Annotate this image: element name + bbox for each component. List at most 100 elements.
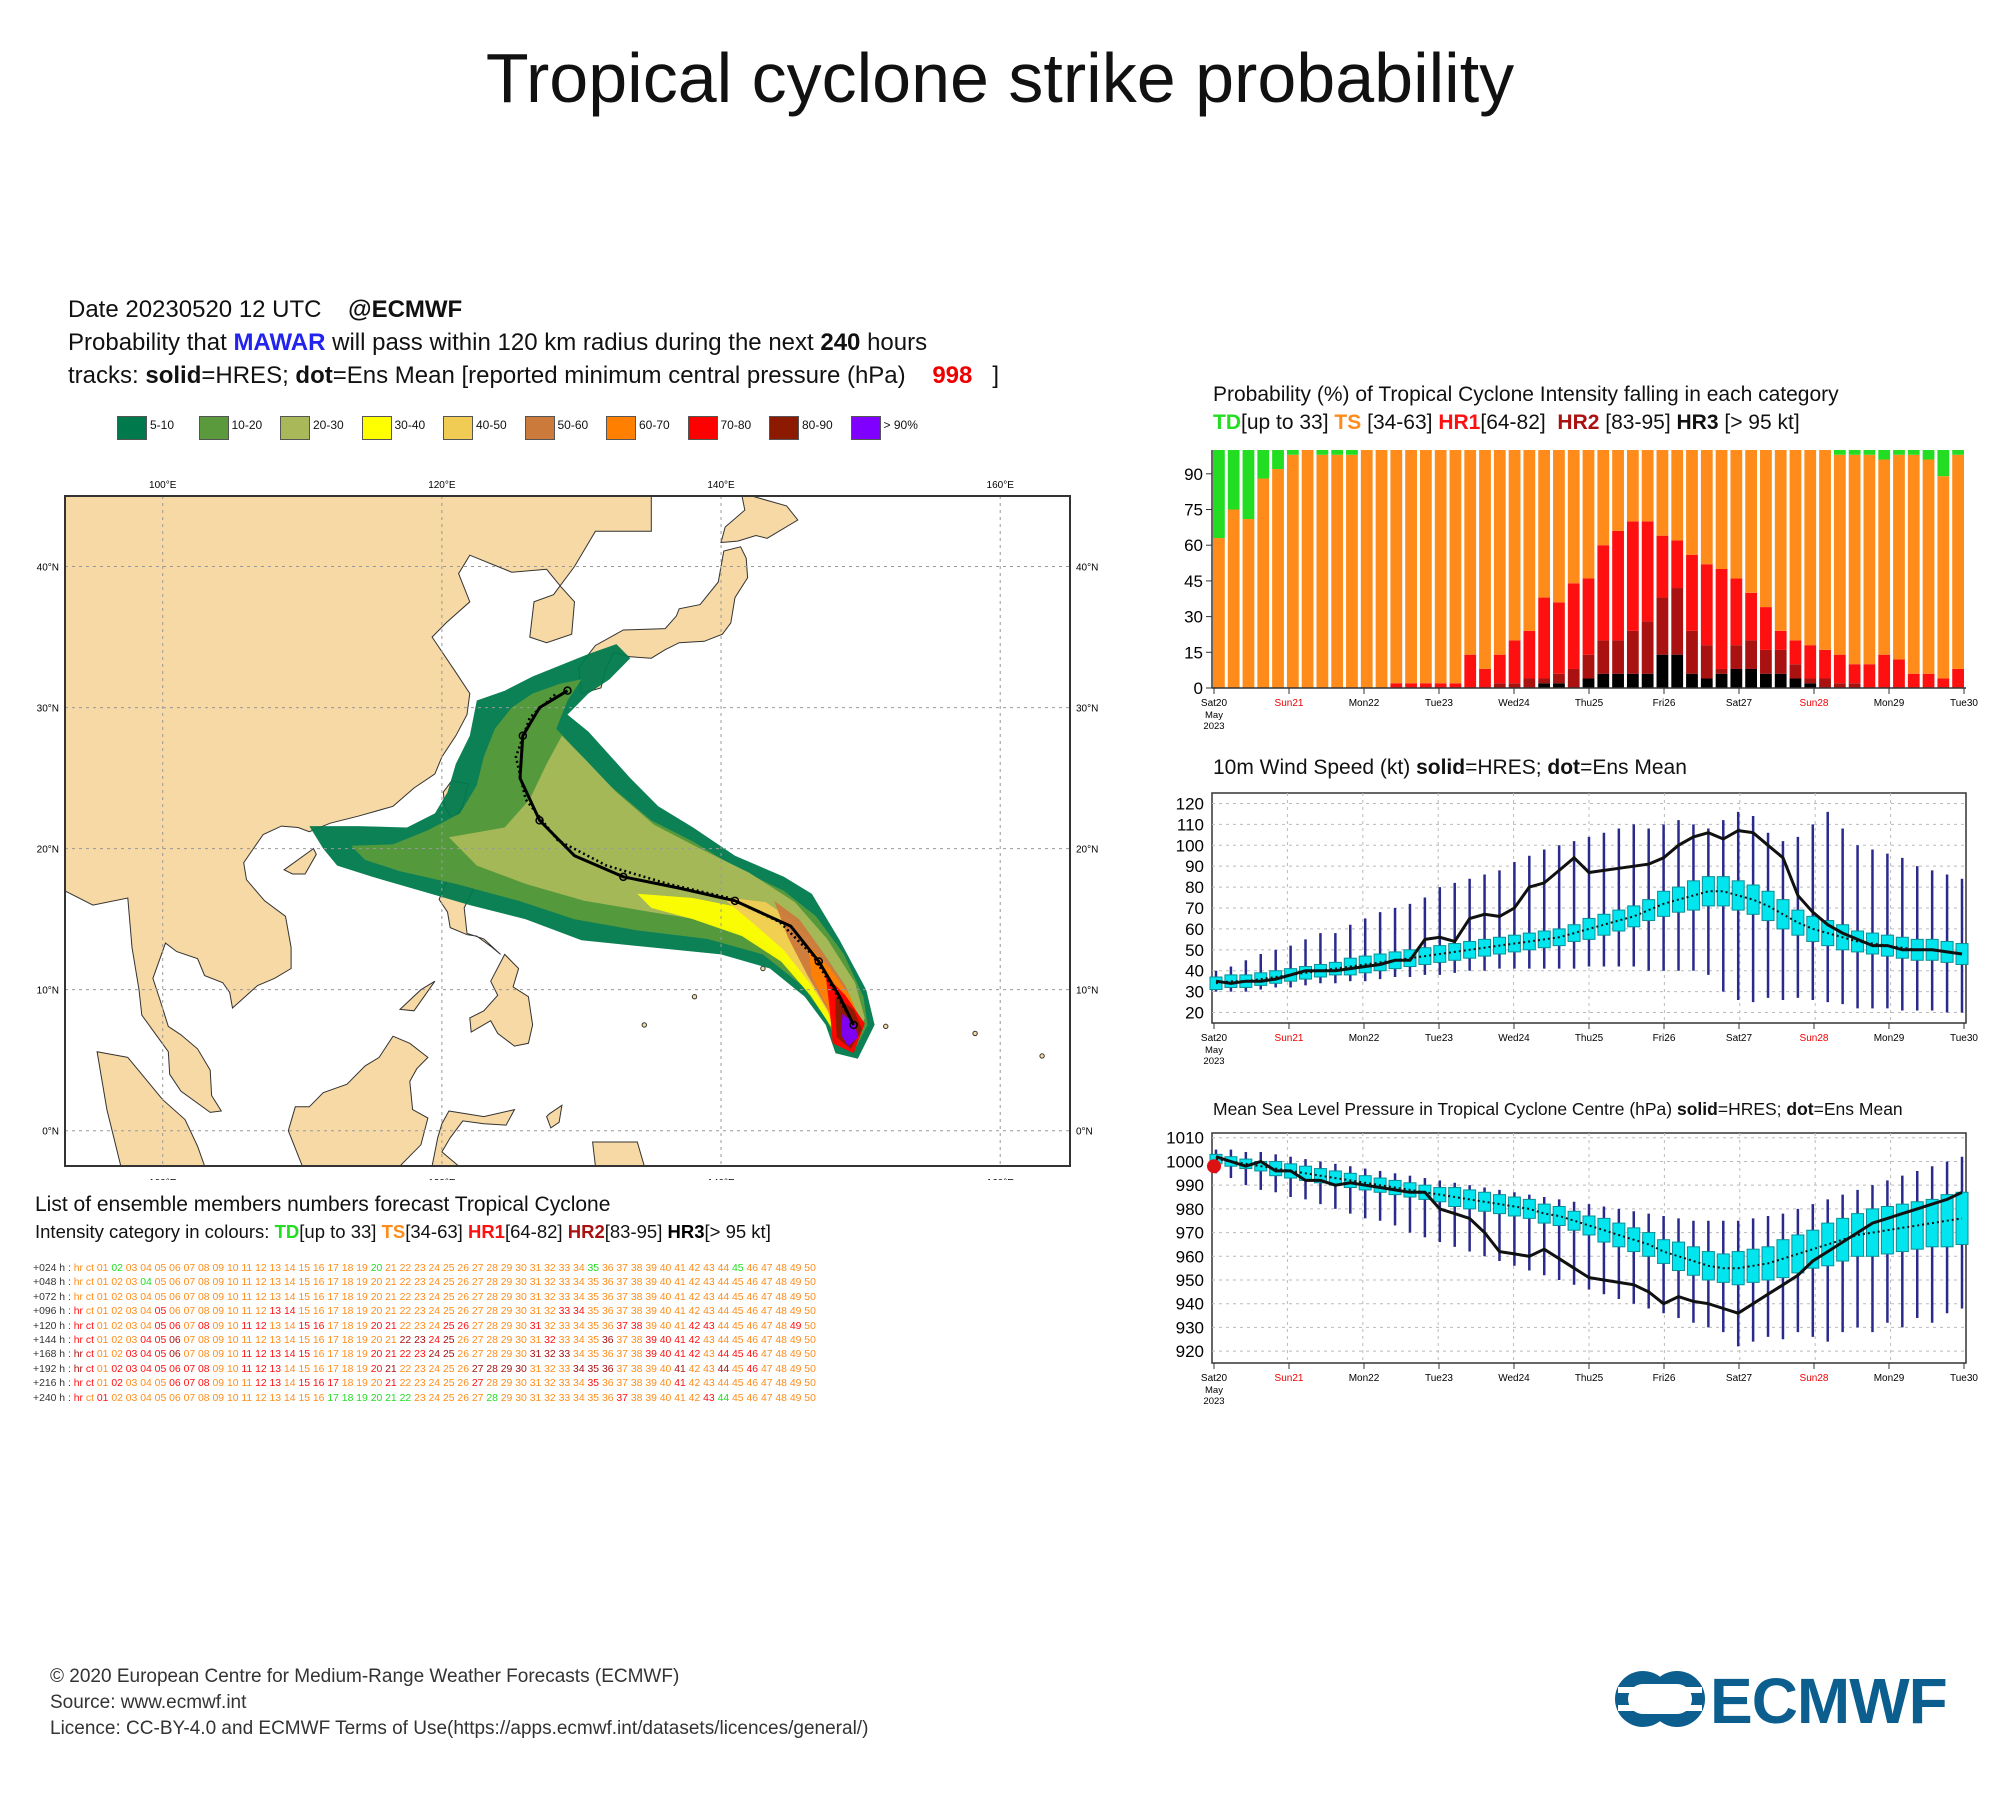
member-number: 46 — [746, 1335, 761, 1347]
member-number: 12 — [255, 1363, 270, 1375]
member-number: hr — [73, 1306, 86, 1318]
y-tick-label: 60 — [1184, 536, 1203, 555]
member-number: 44 — [717, 1378, 733, 1390]
hr1-bar-segment — [1567, 583, 1580, 669]
member-number: 13 — [269, 1277, 284, 1289]
lon-label-bottom: 120°E — [428, 1178, 456, 1180]
member-number: 26 — [457, 1277, 472, 1289]
hr1-bar-segment — [1390, 683, 1403, 688]
ens-cat-ts: TS — [381, 1221, 406, 1242]
member-number: 37 — [616, 1263, 631, 1274]
member-number: 39 — [645, 1263, 660, 1274]
member-number: 02 — [111, 1363, 126, 1375]
member-number: 14 — [283, 1349, 299, 1361]
hr1-bar-segment — [1641, 521, 1654, 622]
member-number: 37 — [616, 1320, 631, 1332]
member-number: 44 — [717, 1320, 733, 1332]
member-number: 24 — [428, 1277, 443, 1289]
member-number: ct — [85, 1306, 97, 1318]
hres-track-line — [518, 689, 855, 1026]
member-number: 38 — [630, 1306, 646, 1318]
lat-label-left: 0°N — [42, 1127, 59, 1138]
member-number: 10 — [226, 1378, 242, 1390]
member-number: 10 — [226, 1363, 242, 1375]
hr1-bar-segment — [1464, 654, 1477, 688]
member-number: 38 — [630, 1378, 646, 1390]
hr2-bar-segment — [1730, 645, 1743, 669]
day-label: Sat20 — [1201, 1373, 1228, 1384]
hr1-bar-segment — [1405, 683, 1417, 688]
member-number: hr — [73, 1392, 86, 1404]
member-number: 25 — [442, 1291, 458, 1303]
member-number: hr — [73, 1378, 86, 1390]
mslp-solid-def: =HRES; — [1717, 1099, 1782, 1119]
member-number: 08 — [198, 1306, 213, 1318]
member-number: 33 — [558, 1392, 574, 1404]
hr2-bar-segment — [1848, 683, 1861, 688]
member-number: 35 — [587, 1320, 602, 1332]
ensemble-box — [1791, 909, 1805, 936]
member-number: 41 — [674, 1392, 689, 1404]
member-number: 01 — [96, 1263, 112, 1274]
ensemble-list-title: List of ensemble members numbers forecas… — [35, 1193, 611, 1216]
day-label: Sat20 — [1201, 1033, 1228, 1044]
member-number: 06 — [169, 1306, 184, 1318]
member-number: 16 — [312, 1306, 328, 1318]
lon-label-bottom: 160°E — [987, 1178, 1015, 1180]
member-number: 04 — [140, 1392, 155, 1404]
member-number: 35 — [587, 1378, 602, 1390]
member-number: 33 — [558, 1263, 574, 1274]
lat-label-left: 40°N — [37, 563, 59, 574]
tracks-close: ] — [992, 362, 1000, 389]
member-number: 41 — [674, 1378, 689, 1390]
member-number: 10 — [226, 1306, 242, 1318]
td-bar-segment — [1952, 450, 1964, 455]
ts-bar-segment — [1286, 454, 1299, 688]
member-number: 28 — [486, 1335, 501, 1347]
ts-bar-segment — [1745, 450, 1758, 593]
hr1-bar-segment — [1907, 673, 1920, 688]
legend-label: 60-70 — [639, 418, 670, 432]
hr3-bar-segment — [1626, 673, 1639, 688]
day-label: Mon29 — [1874, 1373, 1905, 1384]
member-number: 25 — [442, 1349, 458, 1361]
td-bar-segment — [1848, 450, 1861, 455]
legend-swatch — [850, 416, 881, 440]
td-bar-segment — [1331, 450, 1344, 455]
member-number: 47 — [760, 1335, 776, 1347]
day-label: Thu25 — [1575, 1373, 1604, 1384]
member-number: 12 — [255, 1378, 270, 1390]
member-number: 50 — [804, 1277, 816, 1289]
legend-label: 20-30 — [313, 418, 344, 432]
ens-mean-line — [1215, 890, 1963, 985]
member-number: 22 — [399, 1363, 415, 1375]
member-number: 38 — [630, 1392, 646, 1404]
y-tick-label: 930 — [1176, 1318, 1204, 1337]
member-number: 27 — [471, 1392, 487, 1404]
day-label: Mon22 — [1349, 1033, 1380, 1044]
member-number: 22 — [399, 1306, 415, 1318]
member-number: 28 — [486, 1363, 501, 1375]
member-number: 17 — [327, 1320, 342, 1332]
td-bar-segment — [1213, 450, 1225, 539]
hr1-bar-segment — [1582, 578, 1595, 655]
day-label: Sat27 — [1726, 698, 1753, 709]
member-number: hr — [73, 1335, 86, 1347]
member-number: 25 — [442, 1392, 458, 1404]
member-number: 12 — [255, 1263, 270, 1274]
member-number: 49 — [789, 1349, 805, 1361]
ens-mean-line — [1215, 1158, 1963, 1270]
member-number: 02 — [111, 1277, 126, 1289]
member-number: 23 — [414, 1363, 429, 1375]
legend-hr3: HR3 — [1676, 411, 1719, 434]
y-tick-label: 990 — [1176, 1176, 1204, 1195]
wind-dot-word: dot — [1547, 756, 1581, 779]
member-number: 10 — [226, 1291, 242, 1303]
member-number: 03 — [125, 1291, 141, 1303]
ts-bar-segment — [1937, 476, 1950, 679]
member-number: hr — [73, 1263, 86, 1274]
member-number: 04 — [140, 1349, 155, 1361]
member-number: 14 — [283, 1277, 299, 1289]
member-number: 19 — [356, 1277, 371, 1289]
ts-bar-segment — [1449, 450, 1462, 684]
